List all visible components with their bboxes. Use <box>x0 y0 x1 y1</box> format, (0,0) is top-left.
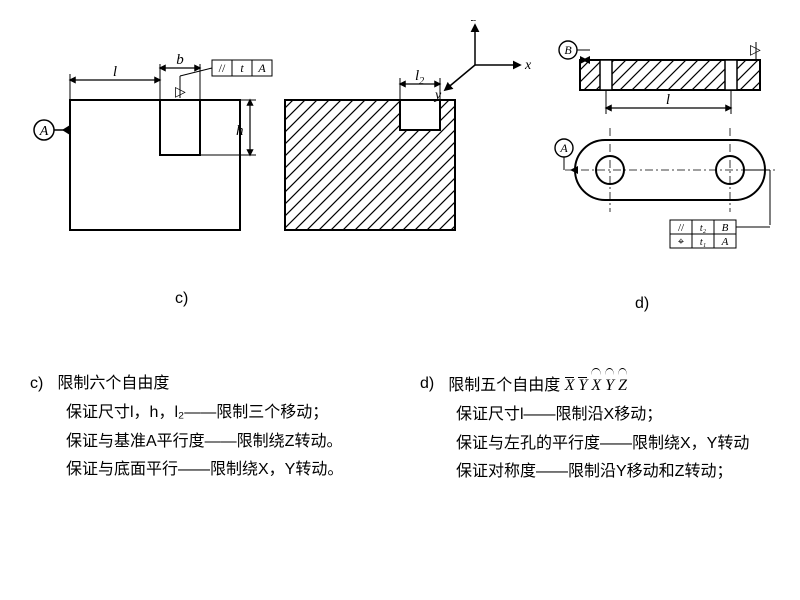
col-d-head: 限制五个自由度 X Y X Y Z <box>448 370 627 401</box>
datum-b: B <box>564 43 572 57</box>
axis-z: z <box>470 20 477 25</box>
axis-x: x <box>524 58 532 73</box>
svg-text://: // <box>678 222 685 234</box>
datum-a-label: A <box>39 124 49 139</box>
col-c-label: c) <box>30 370 43 399</box>
dim-h: h <box>236 123 244 139</box>
svg-text:⌖: ⌖ <box>678 236 684 248</box>
caption-d: d) <box>635 295 649 313</box>
col-d-label: d) <box>420 370 434 401</box>
svg-text:B: B <box>722 222 729 234</box>
dim-l-d: l <box>666 92 670 108</box>
svg-text:t₂: t₂ <box>700 223 707 234</box>
text-columns: c) 限制六个自由度 保证尺寸l，h，l₂——限制三个移动； 保证与基准A平行度… <box>30 370 770 487</box>
dim-b: b <box>176 52 184 68</box>
caption-c: c) <box>175 290 188 308</box>
diagram-c-left: A l b // t A ▷ <box>34 52 272 230</box>
col-c-line: 保证与底面平行——限制绕X，Y转动。 <box>66 456 380 485</box>
diagram-d: B ▷ l <box>555 41 775 248</box>
svg-text:t₁: t₁ <box>700 237 706 248</box>
col-c-line: 保证与基准A平行度——限制绕Z转动。 <box>66 428 380 457</box>
col-d-line: 保证与左孔的平行度——限制绕X，Y转动 <box>456 430 770 459</box>
col-c: c) 限制六个自由度 保证尺寸l，h，l₂——限制三个移动； 保证与基准A平行度… <box>30 370 380 487</box>
dim-l: l <box>113 64 117 80</box>
svg-text:A: A <box>721 236 729 248</box>
fcf-sym: // <box>219 61 226 75</box>
col-c-line: 保证尺寸l，h，l₂——限制三个移动； <box>66 399 380 428</box>
col-d-line: 保证尺寸l——限制沿X移动； <box>456 401 770 430</box>
axes-icon: x z y <box>433 20 532 103</box>
fcf-a: A <box>257 61 266 75</box>
col-d: d) 限制五个自由度 X Y X Y Z 保证尺寸l——限制沿X移动； 保证与左… <box>420 370 770 487</box>
col-d-line: 保证对称度——限制沿Y移动和Z转动； <box>456 458 770 487</box>
col-c-head: 限制六个自由度 <box>57 370 169 399</box>
diagram-svg: A l b // t A ▷ <box>20 20 780 300</box>
axis-y: y <box>433 88 442 103</box>
diagram-c-right: l2 <box>285 68 455 230</box>
datum-a-d: A <box>559 141 568 155</box>
